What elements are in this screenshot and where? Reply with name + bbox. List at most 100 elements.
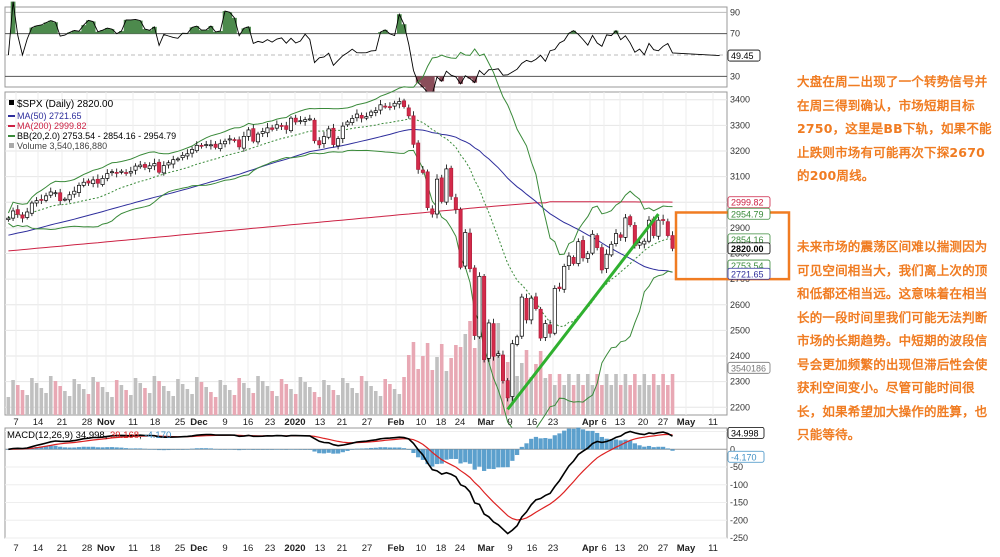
volume-bar: [105, 392, 110, 415]
candle-body: [138, 164, 143, 168]
volume-bar: [237, 378, 241, 415]
macd-hist-bar: [500, 449, 506, 468]
volume-bar: [63, 391, 67, 415]
volume-bar: [411, 342, 416, 415]
date-label: 16: [243, 543, 254, 554]
date-label: 18: [436, 417, 447, 428]
macd-hist-bar: [43, 446, 49, 450]
date-label: May: [677, 417, 696, 428]
macd-hist-bar: [406, 449, 411, 450]
volume-bar: [661, 374, 665, 415]
volume-bar: [77, 384, 81, 415]
volume-bar: [628, 385, 632, 415]
candle-body: [444, 168, 449, 203]
volume-bar: [364, 381, 369, 415]
macd-hist-bar: [227, 449, 232, 450]
macd-hist-bar: [199, 448, 204, 450]
candle-body: [562, 265, 567, 290]
candle-body: [369, 111, 374, 116]
price-tag-box: [727, 196, 771, 209]
price-tick-label: 2900: [730, 223, 750, 233]
candle-body: [515, 336, 520, 345]
date-label: 16: [527, 417, 538, 428]
candle-body: [397, 101, 402, 105]
date-label: 18: [150, 543, 161, 554]
date-label: 24: [455, 417, 466, 428]
volume-bar: [96, 382, 100, 415]
candle-body: [232, 139, 237, 141]
candle-body: [623, 217, 628, 238]
candle-body: [548, 324, 553, 334]
volume-bar: [458, 347, 463, 415]
candle-body: [411, 115, 416, 145]
chart-title-icon: [9, 100, 14, 105]
date-label: 13: [615, 417, 626, 428]
candle-body: [435, 178, 440, 215]
macd-hist-bar: [39, 446, 44, 450]
macd-hist-bar: [496, 449, 501, 468]
candle-body: [307, 118, 312, 121]
volume-bar: [392, 389, 397, 415]
macd-hist-bar: [213, 448, 218, 450]
bollinger-middle-band: [8, 118, 673, 327]
date-label: 16: [527, 543, 538, 554]
volume-bar: [472, 348, 477, 415]
candle-body: [510, 343, 515, 397]
candle-body: [458, 209, 463, 268]
candle-body: [449, 167, 454, 197]
date-label: 11: [708, 417, 718, 428]
price-tick-label: 3200: [730, 146, 750, 156]
volume-bar: [185, 389, 190, 415]
date-label: 14: [33, 543, 44, 554]
candle-body: [124, 172, 129, 174]
price-tag-box: [727, 361, 771, 374]
volume-bar: [331, 390, 336, 415]
macd-hist-bar: [222, 449, 228, 450]
macd-hist-bar: [387, 447, 393, 450]
candle-body: [453, 197, 458, 210]
volume-bar: [543, 378, 548, 415]
price-tag-box: [727, 242, 771, 255]
candle-body: [505, 380, 510, 399]
volume-bar: [180, 384, 185, 415]
volume-bar: [293, 394, 298, 415]
candle-body: [147, 165, 152, 169]
price-legend: $SPX (Daily) 2820.00 MA(50) 2721.65 MA(2…: [8, 99, 176, 151]
candle-body: [213, 143, 218, 148]
candle-body: [303, 119, 308, 122]
price-tick-label: 2500: [730, 325, 750, 335]
macd-hist-bar: [430, 449, 435, 467]
date-label: 25: [175, 417, 186, 428]
volume-legend-swatch: [9, 143, 14, 148]
candle-body: [81, 181, 86, 186]
candle-body: [557, 286, 562, 289]
macd-hist-bar: [81, 446, 86, 450]
macd-hist-bar: [458, 449, 463, 464]
date-label: 27: [362, 417, 373, 428]
date-label: Apr: [582, 543, 599, 554]
macd-hist-bar: [609, 439, 614, 450]
candle-body: [251, 128, 256, 142]
rsi-tick-label: 70: [730, 29, 740, 39]
volume-bar: [133, 378, 138, 415]
volume-bar: [242, 383, 246, 415]
volume-bar: [670, 374, 675, 415]
macd-hist-bar: [152, 449, 157, 450]
candle-body: [491, 323, 496, 357]
price-tick-label: 2600: [730, 300, 750, 310]
volume-bar: [67, 396, 72, 415]
candle-body: [585, 253, 590, 259]
rsi-value-tag: 49.45: [731, 51, 754, 61]
macd-hist-bar: [646, 445, 652, 450]
date-label: Dec: [190, 417, 207, 428]
macd-hist-bar: [109, 447, 115, 450]
date-label: 9: [222, 543, 227, 554]
candle-body: [642, 240, 647, 245]
candle-body: [576, 241, 581, 264]
macd-hist-bar: [444, 449, 449, 460]
date-label: Nov: [97, 417, 116, 428]
macd-hist-bar: [543, 438, 548, 450]
candle-body: [274, 124, 279, 129]
ma200-legend: MA(200) 2999.82: [17, 121, 87, 131]
